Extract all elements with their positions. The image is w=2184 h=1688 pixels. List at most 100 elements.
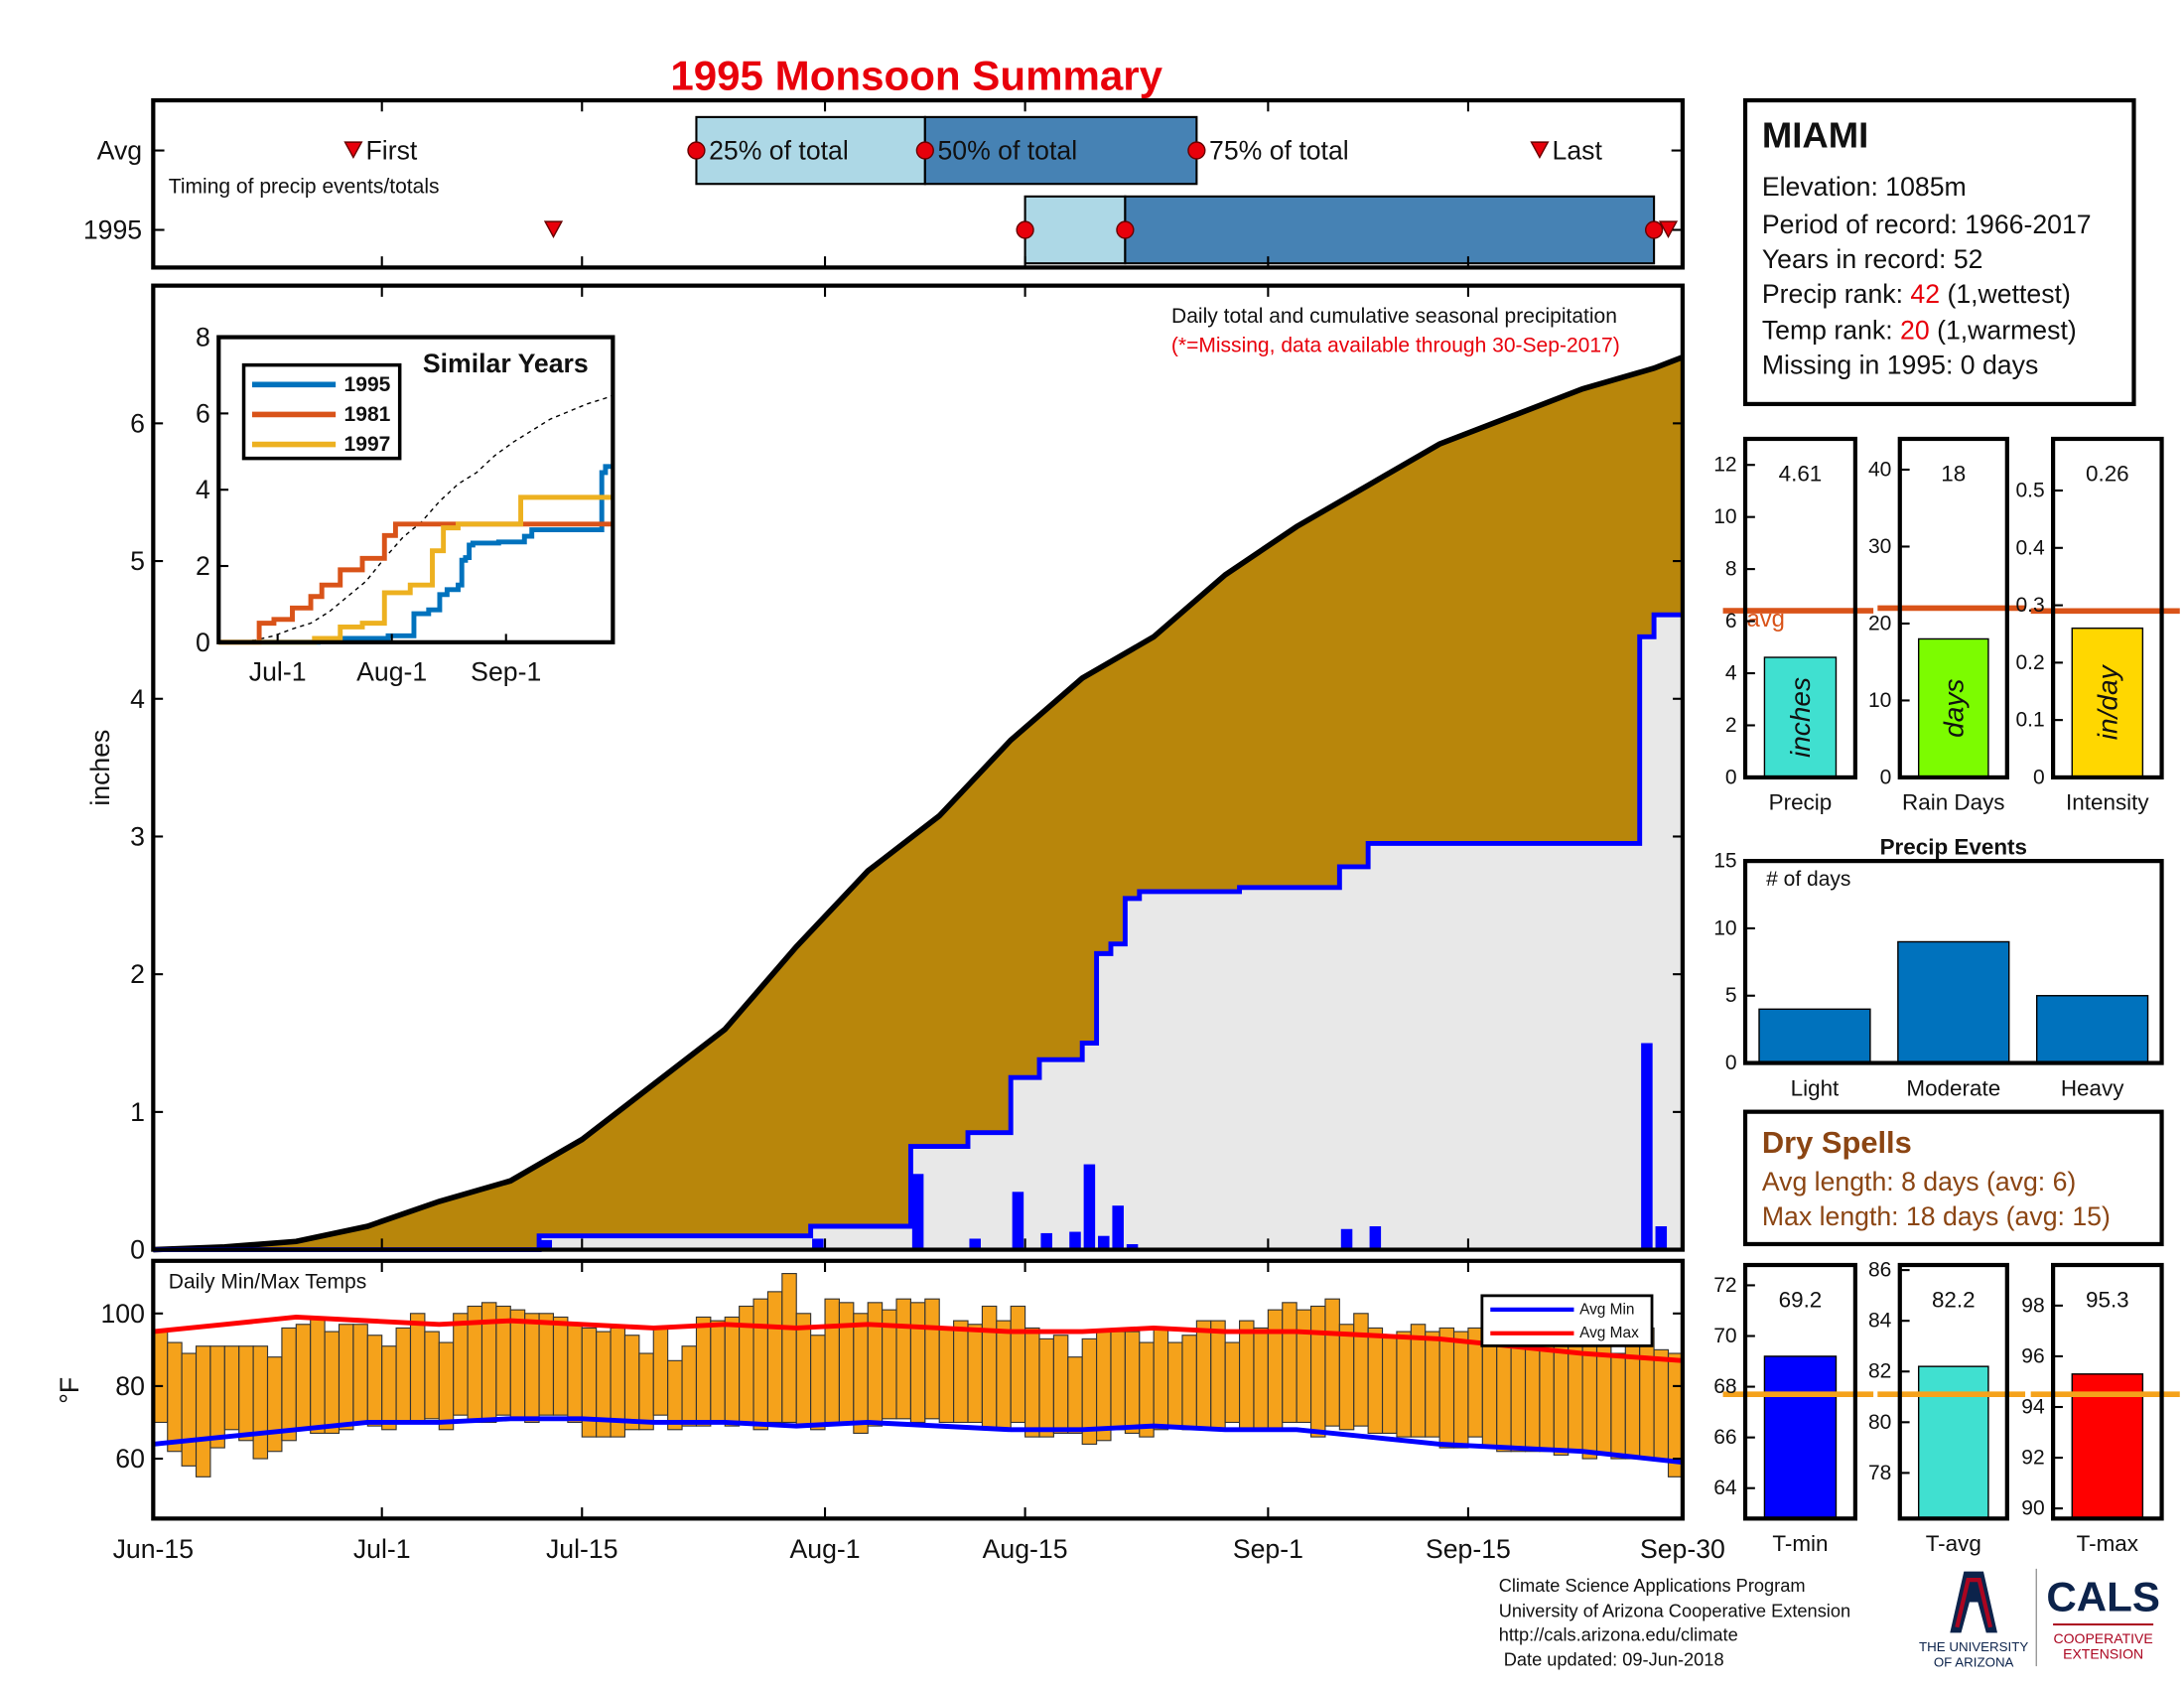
y-tick-label: 86 [1868,1259,1891,1282]
marker-label: Last [1553,136,1603,166]
frame [151,97,1686,270]
temp-bar [1253,1327,1269,1431]
daily-bar [540,1239,553,1250]
temp-bar [752,1298,769,1431]
x-tick-label: Jul-1 [353,1534,411,1564]
frame [216,335,615,644]
bar [2071,1373,2144,1520]
ua-text: OF ARIZONA [1934,1654,2014,1669]
note: (1,wettest) [1947,279,2070,309]
daily-bar [1098,1235,1110,1250]
temp-bar [281,1327,297,1442]
temp-bar [1010,1305,1026,1424]
y-tick-label: 84 [1868,1310,1892,1333]
y-tick-label: 60 [115,1444,145,1474]
temp-bar [324,1331,341,1435]
y-tick-label: 0 [1880,766,1892,788]
quartile-marker [1116,220,1135,239]
temp-rank: Temp rank: 20 (1,warmest) [1762,316,2077,346]
temp-bar [1195,1320,1212,1431]
temp-bar [1267,1309,1284,1431]
y-tick-label: 82 [1868,1360,1891,1383]
temp-bar [509,1309,526,1420]
x-tick-label: T-avg [1926,1531,1981,1556]
value-label: 18 [1941,462,1966,487]
x-tick-label: T-min [1772,1531,1828,1556]
legend-label: Avg Max [1579,1325,1639,1341]
y-tick-label: 94 [2021,1396,2045,1419]
timing-note: Timing of precip events/totals [169,176,440,199]
temp-bar [338,1324,354,1431]
y-tick-label: 6 [130,408,145,438]
dry-avg: Avg length: 8 days (avg: 6) [1762,1167,2076,1196]
daily-bar [1340,1228,1353,1250]
temp-bar [1595,1345,1612,1456]
x-tick-label: Precip [1769,790,1833,815]
temp-bar [1381,1335,1398,1435]
frame [2051,436,2164,780]
temp-bar [724,1316,741,1427]
y-tick-label: 30 [1868,535,1891,558]
legend-label: 1981 [344,403,391,426]
row-label: Avg [97,136,142,166]
temp-bar [824,1298,840,1424]
label: Temp rank: [1762,316,1893,346]
quartile-box [1124,195,1656,265]
note: (1,warmest) [1937,316,2077,346]
temp-bar [266,1356,283,1453]
frame [1742,436,1857,780]
temp-bar [638,1352,654,1431]
temp-bar [867,1302,884,1427]
ylabel: inches [85,730,115,806]
ua-text: THE UNIVERSITY [1919,1639,2028,1654]
ua-logo [1950,1571,1997,1633]
quartile-marker [1644,220,1664,239]
y-tick-label: 1 [130,1097,145,1127]
event-marker [1658,220,1679,239]
temp-bar [1425,1331,1440,1438]
unit-label: days [1938,679,1969,738]
ext-text: EXTENSION [2063,1645,2143,1661]
temp-bar [838,1302,855,1424]
value-label: 69.2 [1779,1288,1823,1313]
daily-bar [1641,1043,1653,1250]
dry-spells: Dry Spells Avg length: 8 days (avg: 6) M… [1742,1109,2164,1247]
x-tick-label: Heavy [2061,1075,2124,1100]
y-tick-label: 4 [196,475,210,504]
ylabel: °F [55,1377,84,1404]
x-tick-label: Aug-1 [356,656,427,686]
label: Precip rank: [1762,279,1903,309]
temp-bar [1653,1348,1670,1460]
y-tick-label: 0.3 [2015,594,2044,617]
cals: CALS [2046,1573,2160,1619]
daily-bar [1040,1232,1052,1250]
x-tick-label: Jul-1 [249,656,307,686]
temp-bar [1239,1320,1255,1431]
temp-bar [695,1316,712,1427]
quartile-marker [915,141,934,160]
rank: 20 [1900,316,1930,346]
y-tick-label: 0.1 [2015,709,2044,732]
panel-ylabel: # of days [1766,868,1850,891]
temp-bar [1309,1305,1326,1438]
page-title: 1995 Monsoon Summary [670,52,1162,98]
y-tick-label: 0.5 [2015,479,2044,501]
value-label: 4.61 [1779,462,1823,487]
y-tick-label: 66 [1713,1426,1736,1449]
temp-bar [238,1345,254,1442]
avg-label: avg [1746,606,1784,633]
average-line [153,354,1684,1253]
quartile-marker [1187,141,1206,160]
y-tick-label: 96 [2021,1344,2044,1367]
daily-bar [1126,1244,1139,1250]
temp-bar [152,1331,169,1424]
ext-text: COOPERATIVE [2054,1630,2153,1646]
y-tick-label: 6 [196,398,210,428]
station: MIAMI [1762,115,1868,156]
y-tick-label: 5 [130,546,145,576]
panel-title: Precip Events [1880,835,2027,860]
y-tick-label: 70 [1713,1325,1736,1347]
unit-label: in/day [2092,663,2122,740]
temp-bar [453,1313,469,1416]
y-tick-label: 20 [1868,612,1891,634]
